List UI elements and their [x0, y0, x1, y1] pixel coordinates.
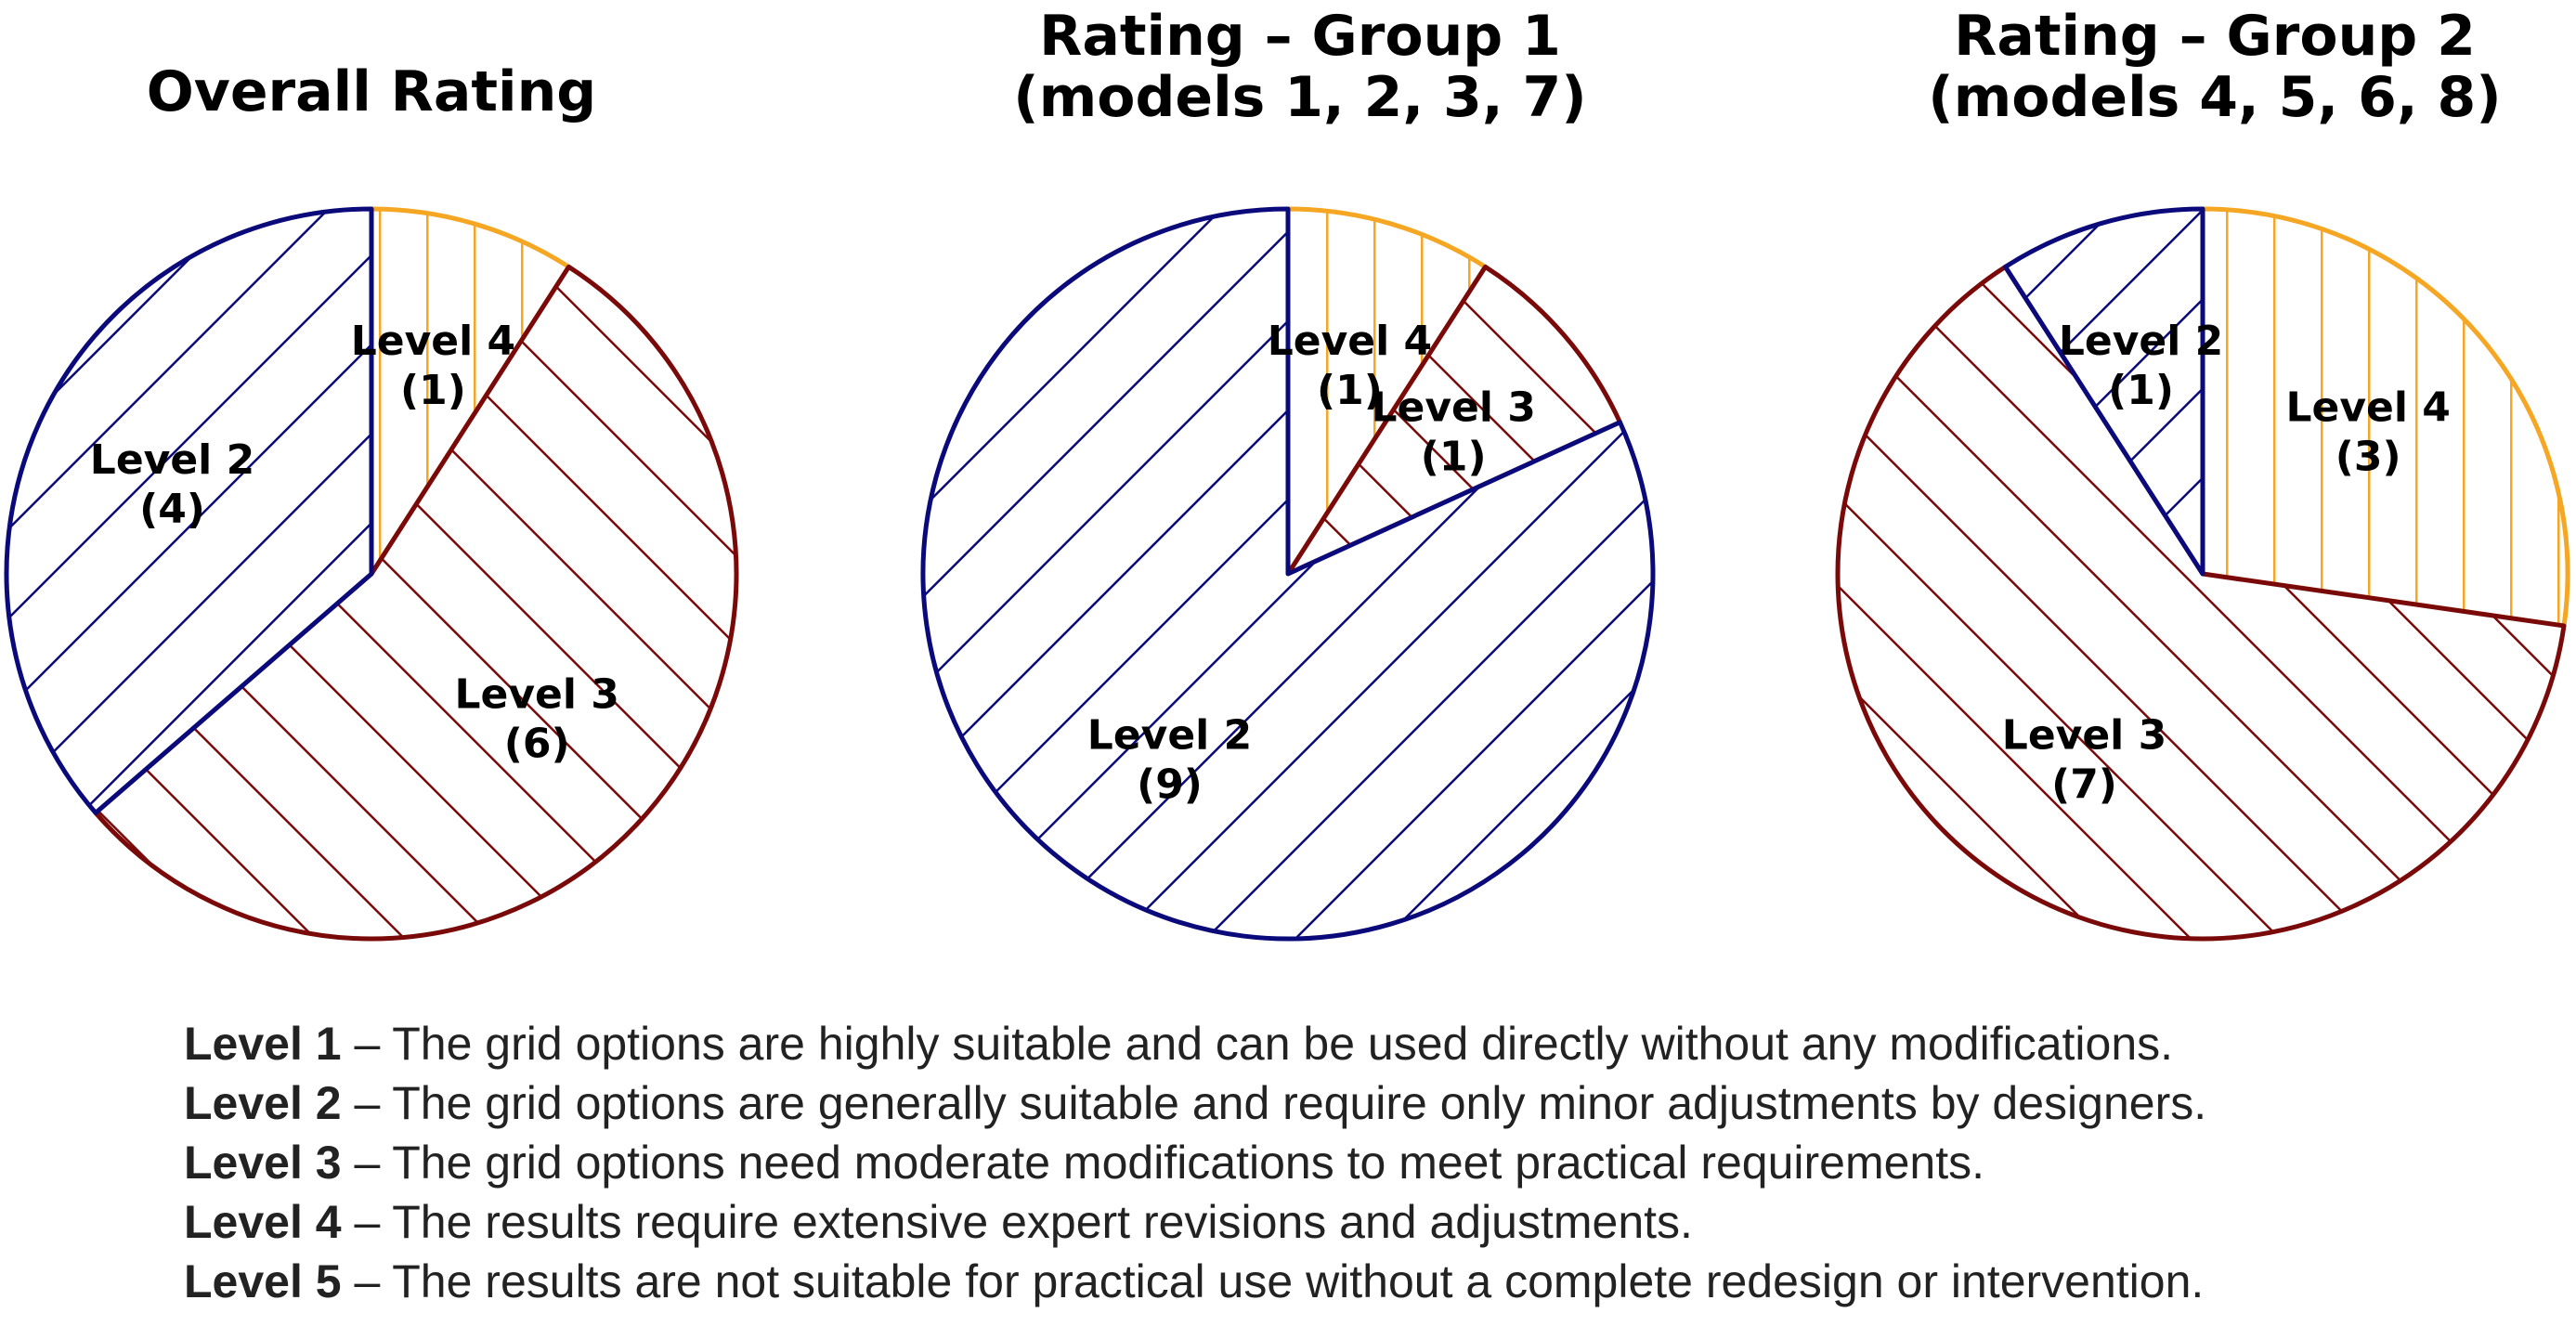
level-legend: Level 1 – The grid options are highly su…: [184, 1014, 2206, 1311]
slice-label: Level 2: [2059, 318, 2223, 365]
legend-level-description: – The grid options are generally suitabl…: [341, 1077, 2207, 1129]
slice-count-label: (1): [400, 367, 466, 414]
slice-label: Level 4: [2285, 384, 2450, 432]
pie-slice-level-3: [93, 264, 739, 942]
pie-chart-overall: Level 4(1) Level 3(6) Level 2(4): [4, 206, 739, 942]
legend-level-description: – The grid options are highly suitable a…: [341, 1018, 2174, 1070]
legend-row-level-4: Level 4 – The results require extensive …: [184, 1192, 2206, 1252]
legend-level-label: Level 3: [184, 1137, 342, 1189]
pie-chart-group-2: Level 4(3) Level 3(7) Level 2(1): [1835, 206, 2570, 942]
slice-count-label: (1): [2108, 367, 2174, 414]
legend-row-level-5: Level 5 – The results are not suitable f…: [184, 1252, 2206, 1311]
pie-slice-level-3: [1835, 264, 2567, 942]
legend-row-level-3: Level 3 – The grid options need moderate…: [184, 1133, 2206, 1192]
pie-slice-level-4: [2200, 206, 2570, 629]
slice-label: Level 2: [90, 436, 254, 484]
pie-slice-level-3: [1285, 264, 1622, 577]
legend-level-description: – The results are not suitable for pract…: [341, 1255, 2205, 1307]
slice-count-label: (1): [1317, 367, 1383, 414]
slice-count-label: (4): [139, 486, 205, 533]
legend-level-label: Level 4: [184, 1196, 342, 1248]
legend-level-description: – The grid options need moderate modific…: [341, 1137, 1985, 1189]
chart-title-group-2: Rating – Group 2 (models 4, 5, 6, 8): [1928, 6, 2501, 128]
slice-count-label: (1): [1421, 434, 1487, 481]
pie-slice-level-2: [4, 206, 374, 815]
chart-title-overall: Overall Rating: [146, 59, 597, 124]
legend-row-level-2: Level 2 – The grid options are generally…: [184, 1073, 2206, 1133]
pie-charts: Level 4(1)Level 3(6)Level 2(4) Level 4(1…: [4, 206, 2570, 942]
slice-label: Level 4: [351, 318, 515, 365]
chart-title-group-2-text: Rating – Group 2 (models 4, 5, 6, 8): [1928, 4, 2502, 130]
pie-slice-level-2: [920, 206, 1656, 942]
legend-level-label: Level 2: [184, 1077, 342, 1129]
slice-count-label: (9): [1137, 760, 1203, 808]
legend-level-description: – The results require extensive expert r…: [341, 1196, 1693, 1248]
slice-label: Level 2: [1087, 711, 1252, 759]
legend-row-level-1: Level 1 – The grid options are highly su…: [184, 1014, 2206, 1073]
slice-label: Level 3: [454, 670, 618, 718]
slice-count-label: (7): [2051, 760, 2117, 808]
slice-count-label: (6): [504, 720, 570, 767]
pie-slice-level-4: [1285, 206, 1488, 577]
legend-level-label: Level 1: [184, 1018, 342, 1070]
pie-chart-group-1: Level 4(1)Level 3(1)Level 2(9): [920, 206, 1656, 942]
slice-label: Level 3: [2002, 711, 2166, 759]
chart-title-group-1-text: Rating – Group 1 (models 1, 2, 3, 7): [1013, 4, 1587, 130]
slice-label: Level 3: [1371, 384, 1535, 432]
chart-title-group-1: Rating – Group 1 (models 1, 2, 3, 7): [1013, 6, 1586, 128]
slice-label: Level 4: [1268, 318, 1432, 365]
pie-slice-level-2: [2003, 206, 2205, 577]
legend-level-label: Level 5: [184, 1255, 342, 1307]
pie-slice-level-4: [369, 206, 571, 577]
slice-count-label: (3): [2335, 434, 2401, 481]
